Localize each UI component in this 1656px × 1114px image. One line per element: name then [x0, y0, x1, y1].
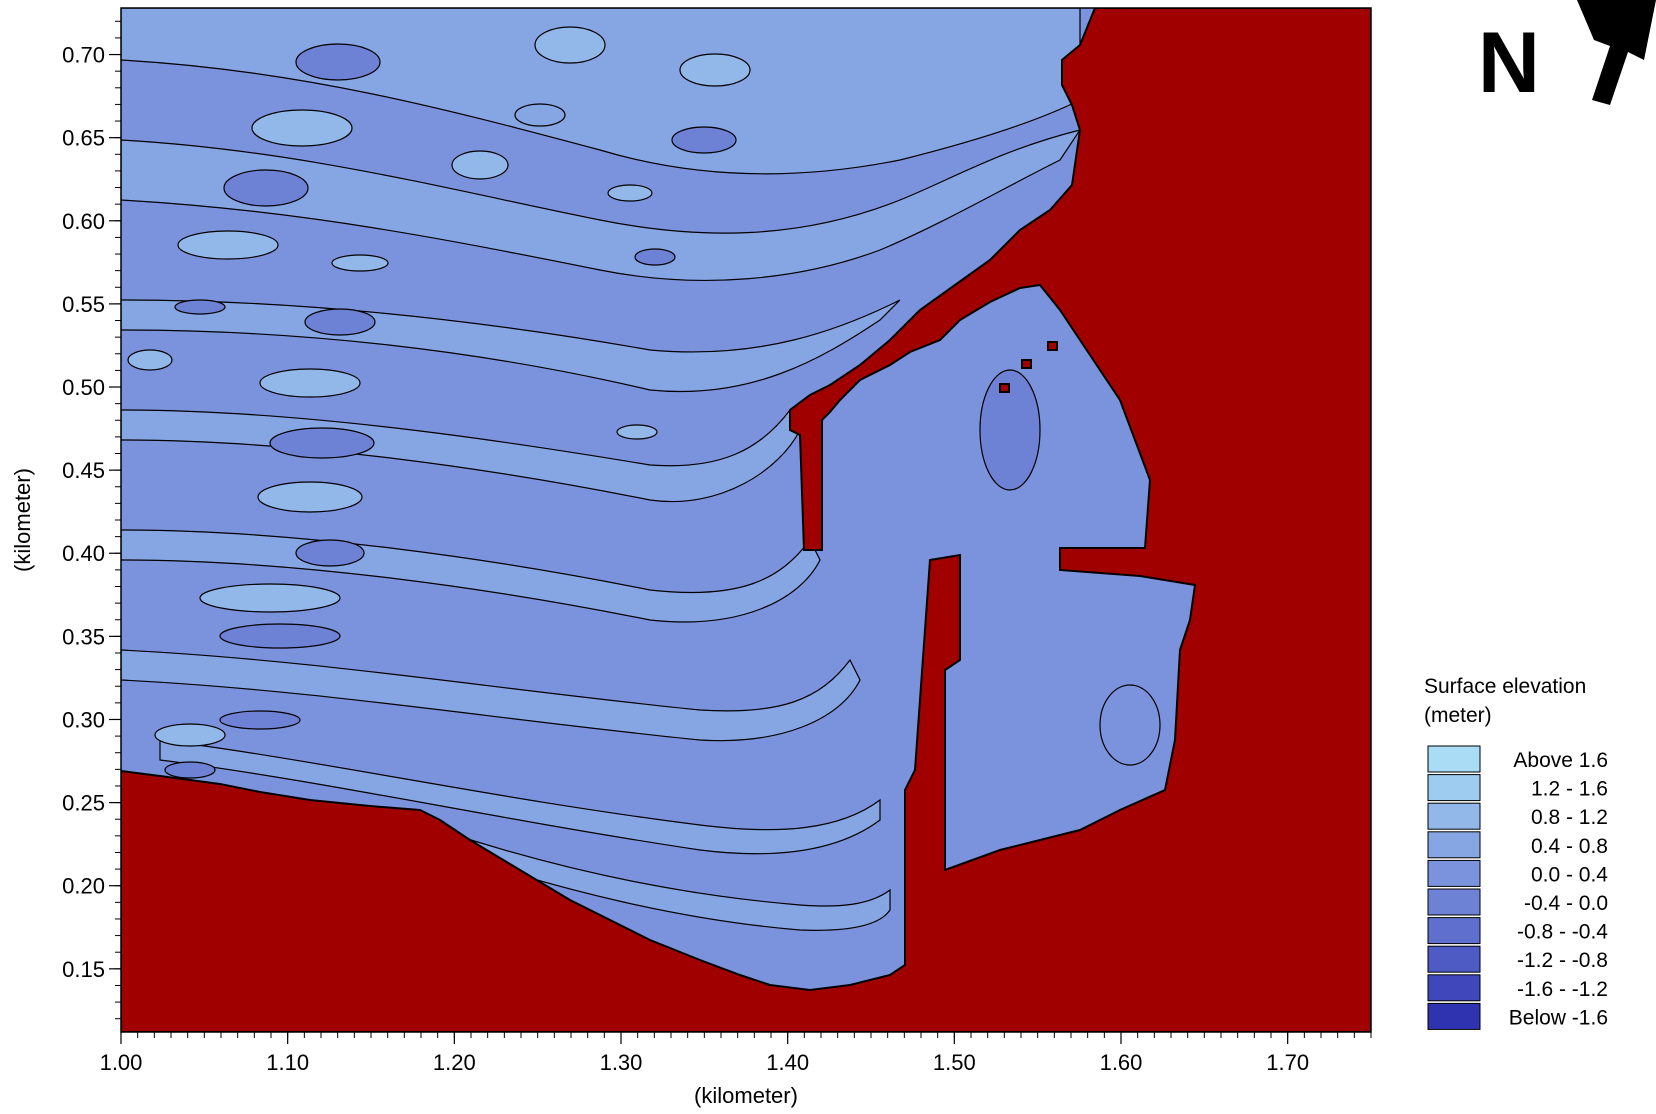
eddy [199, 583, 341, 613]
land-cell [999, 383, 1010, 393]
legend-label: Below -1.6 [1509, 1006, 1608, 1029]
eddy [127, 349, 173, 371]
eddy [177, 230, 279, 260]
legend-swatch [1427, 974, 1481, 1002]
eddy [219, 710, 301, 730]
eddy [259, 368, 361, 398]
eddy [514, 103, 566, 127]
y-tick-label: 0.55 [62, 292, 105, 317]
legend-label: -1.2 - -0.8 [1517, 949, 1608, 972]
legend-label: 0.8 - 1.2 [1531, 806, 1608, 829]
y-tick-label: 0.70 [62, 43, 105, 68]
legend-label: -0.8 - -0.4 [1517, 921, 1608, 944]
legend-swatch [1427, 745, 1481, 773]
legend-swatch [1427, 859, 1481, 887]
legend-label: -0.4 - 0.0 [1524, 892, 1608, 915]
x-tick-label: 1.70 [1266, 1050, 1309, 1075]
y-tick-label: 0.40 [62, 541, 105, 566]
eddy [616, 424, 658, 440]
x-axis-title: (kilometer) [694, 1083, 798, 1108]
eddy [251, 109, 353, 147]
eddy [223, 169, 309, 207]
y-tick-label: 0.20 [62, 874, 105, 899]
north-label: N [1478, 15, 1540, 111]
x-tick-label: 1.00 [100, 1050, 143, 1075]
eddy [679, 53, 751, 87]
eddy [304, 308, 376, 336]
eddy [295, 43, 381, 81]
eddy [607, 184, 653, 202]
land-cell [1021, 359, 1032, 369]
eddy [451, 150, 509, 180]
eddy [164, 761, 216, 779]
y-tick-label: 0.15 [62, 957, 105, 982]
x-tick-label: 1.20 [433, 1050, 476, 1075]
legend-swatch [1427, 945, 1481, 973]
y-tick-label: 0.25 [62, 791, 105, 816]
eddy [154, 723, 226, 747]
x-tick-label: 1.60 [1100, 1050, 1143, 1075]
legend-label: 1.2 - 1.6 [1531, 778, 1608, 801]
legend-swatch [1427, 917, 1481, 945]
x-tick-label: 1.50 [933, 1050, 976, 1075]
y-axis-title: (kilometer) [10, 468, 35, 572]
north-arrow-icon [1577, 0, 1656, 105]
y-tick-label: 0.35 [62, 624, 105, 649]
legend: Surface elevation (meter) Above 1.6 1.2 -… [1424, 675, 1608, 1030]
eddy [269, 427, 375, 459]
y-tick-label: 0.50 [62, 375, 105, 400]
land-masses [121, 8, 1371, 1032]
legend-swatch [1427, 774, 1481, 802]
contour-band [159, 739, 881, 855]
legend-items: Above 1.6 1.2 - 1.6 0.8 - 1.2 0.4 - 0.8 0.0 … [1427, 745, 1608, 1030]
north-arrow: N [1478, 0, 1656, 111]
contour-bands [121, 8, 1161, 931]
contour-band [439, 829, 891, 931]
legend-title: Surface elevation [1424, 675, 1586, 698]
legend-label: -1.6 - -1.2 [1517, 978, 1608, 1001]
legend-label: 0.4 - 0.8 [1531, 835, 1608, 858]
eddy [634, 248, 676, 266]
y-axis: 0.15 0.20 0.25 0.30 0.35 0.40 0.45 0.50 0.55 0.60… [62, 20, 121, 1020]
eddy [979, 369, 1041, 491]
x-tick-label: 1.10 [266, 1050, 309, 1075]
south-shore-land [121, 8, 1371, 1032]
x-tick-label: 1.30 [600, 1050, 643, 1075]
eddy [257, 481, 363, 513]
eddy [174, 299, 226, 315]
legend-label: 0.0 - 0.4 [1531, 863, 1608, 886]
y-tick-label: 0.65 [62, 126, 105, 151]
legend-label: Above 1.6 [1513, 749, 1608, 772]
eddy [219, 623, 341, 649]
eddy [331, 254, 389, 272]
legend-unit: (meter) [1424, 704, 1492, 727]
eddy [1099, 684, 1161, 766]
legend-swatch [1427, 1002, 1481, 1030]
eddy [534, 26, 606, 64]
y-tick-label: 0.30 [62, 707, 105, 732]
x-axis: 1.00 1.10 1.20 1.30 1.40 1.50 1.60 1.70 [100, 1032, 1372, 1075]
eddy [671, 126, 737, 154]
x-tick-label: 1.40 [766, 1050, 809, 1075]
y-tick-label: 0.45 [62, 458, 105, 483]
land-cell [1047, 341, 1058, 351]
legend-swatch [1427, 802, 1481, 830]
y-tick-label: 0.60 [62, 209, 105, 234]
contour-band [121, 649, 861, 742]
legend-swatch [1427, 831, 1481, 859]
legend-swatch [1427, 888, 1481, 916]
eddy [295, 539, 365, 567]
